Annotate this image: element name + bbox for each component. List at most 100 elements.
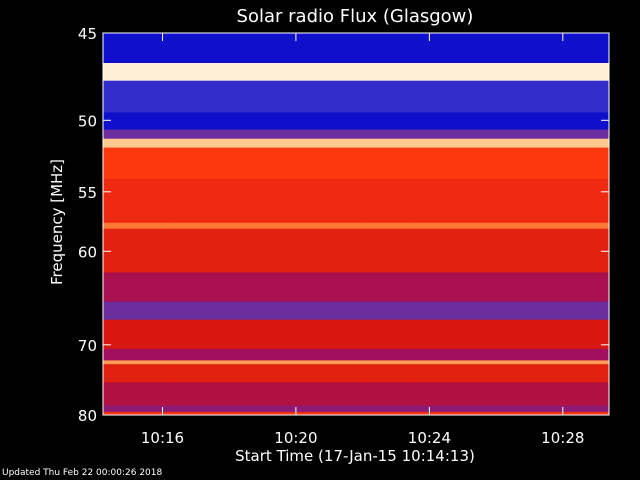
spectrogram-band (362, 80, 414, 113)
spectrogram-band (170, 228, 347, 273)
spectrogram-band (170, 138, 347, 148)
spectrogram-band (362, 405, 414, 413)
spectrogram-band (346, 228, 364, 273)
y-tick-label: 70 (78, 337, 97, 355)
spectrogram-band (170, 382, 347, 406)
spectrogram-band (412, 80, 610, 113)
y-tick-label: 80 (78, 407, 97, 425)
x-tick-label: 10:16 (141, 429, 184, 447)
x-axis-label: Start Time (17-Jan-15 10:14:13) (235, 447, 475, 465)
spectrogram-band (362, 178, 414, 224)
spectrogram-band (412, 222, 610, 229)
spectrogram-band (103, 301, 172, 320)
spectrogram-band (412, 382, 610, 406)
spectrogram-band (170, 178, 347, 224)
spectrogram-band (362, 112, 414, 130)
spectrogram-band (362, 348, 414, 361)
spectrogram-band (170, 129, 347, 139)
spectrogram-band (412, 178, 610, 224)
spectrogram-band (412, 319, 610, 350)
spectrogram-band (362, 222, 414, 229)
spectrogram-band (103, 228, 172, 273)
spectrogram-band (103, 405, 172, 413)
spectrogram-band (170, 63, 347, 81)
spectrogram-band (346, 129, 364, 139)
spectrogram-band (412, 33, 610, 64)
spectrogram-band (346, 33, 364, 64)
spectrogram-band (170, 33, 347, 64)
spectrogram-band (346, 360, 364, 365)
spectrogram-band (170, 301, 347, 320)
spectrogram-band (412, 138, 610, 148)
spectrogram-band (346, 178, 364, 224)
spectrogram-band (412, 405, 610, 413)
y-tick-label: 60 (78, 243, 97, 261)
x-axis: 10:16 10:20 10:24 10:28 (141, 33, 584, 447)
spectrogram-band (346, 147, 364, 179)
y-tick-label: 50 (78, 112, 97, 130)
spectrogram-band (346, 382, 364, 406)
spectrogram-band (346, 319, 364, 350)
spectrogram-band (103, 178, 172, 224)
spectrogram-band (103, 382, 172, 406)
spectrogram-band (103, 129, 172, 139)
spectrogram-band (103, 147, 172, 179)
y-tick-label: 45 (78, 25, 97, 43)
spectrogram-band (412, 112, 610, 130)
spectrogram-plot (102, 32, 610, 416)
spectrogram-band (170, 364, 347, 383)
spectrogram-band (346, 411, 364, 416)
spectrogram-band (362, 138, 414, 148)
spectrogram-band (346, 138, 364, 148)
spectrogram-band (362, 228, 414, 273)
spectrogram-band (412, 129, 610, 139)
spectrogram-band (103, 33, 172, 64)
update-timestamp: Updated Thu Feb 22 00:00:26 2018 (2, 468, 163, 478)
spectrogram-band (362, 147, 414, 179)
spectrogram-band (346, 348, 364, 361)
spectrogram-band (170, 348, 347, 361)
spectrogram-band (346, 63, 364, 81)
spectrogram-band (362, 272, 414, 302)
spectrogram-band (103, 112, 172, 130)
spectrogram-band (170, 411, 347, 416)
spectrogram-band (362, 129, 414, 139)
spectrogram-band (362, 382, 414, 406)
spectrogram-band (103, 360, 172, 365)
chart-title: Solar radio Flux (Glasgow) (237, 6, 474, 27)
y-tick-label: 55 (78, 184, 97, 202)
spectrogram-band (412, 272, 610, 302)
spectrogram-band (412, 301, 610, 320)
spectrogram-band (346, 301, 364, 320)
spectrogram-band (362, 301, 414, 320)
spectrogram-band (170, 405, 347, 413)
spectrogram-band (346, 222, 364, 229)
spectrogram-band (362, 360, 414, 365)
y-axis: 45 50 55 60 70 80 (78, 25, 609, 425)
spectrogram-band (412, 63, 610, 81)
spectrogram-band (412, 147, 610, 179)
spectrogram-band (362, 33, 414, 64)
spectrogram-band (103, 411, 172, 416)
spectrogram-band (103, 272, 172, 302)
spectrogram-band (103, 364, 172, 383)
spectrogram-band (412, 411, 610, 416)
spectrogram-band (362, 63, 414, 81)
spectrogram-band (170, 319, 347, 350)
spectrogram-band (346, 112, 364, 130)
x-tick-label: 10:24 (408, 429, 451, 447)
spectrogram-band (170, 147, 347, 179)
spectrogram-band (346, 272, 364, 302)
spectrogram-band (170, 272, 347, 302)
spectrogram-band (103, 319, 172, 350)
spectrogram-band (103, 222, 172, 229)
spectrogram-band (103, 348, 172, 361)
spectrogram-band (103, 63, 172, 81)
spectrogram-band (362, 319, 414, 350)
spectrogram-band (103, 138, 172, 148)
spectrogram-band (412, 348, 610, 361)
y-axis-label: Frequency [MHz] (48, 159, 66, 285)
spectrogram-band (346, 364, 364, 383)
spectrogram-band (170, 80, 347, 113)
